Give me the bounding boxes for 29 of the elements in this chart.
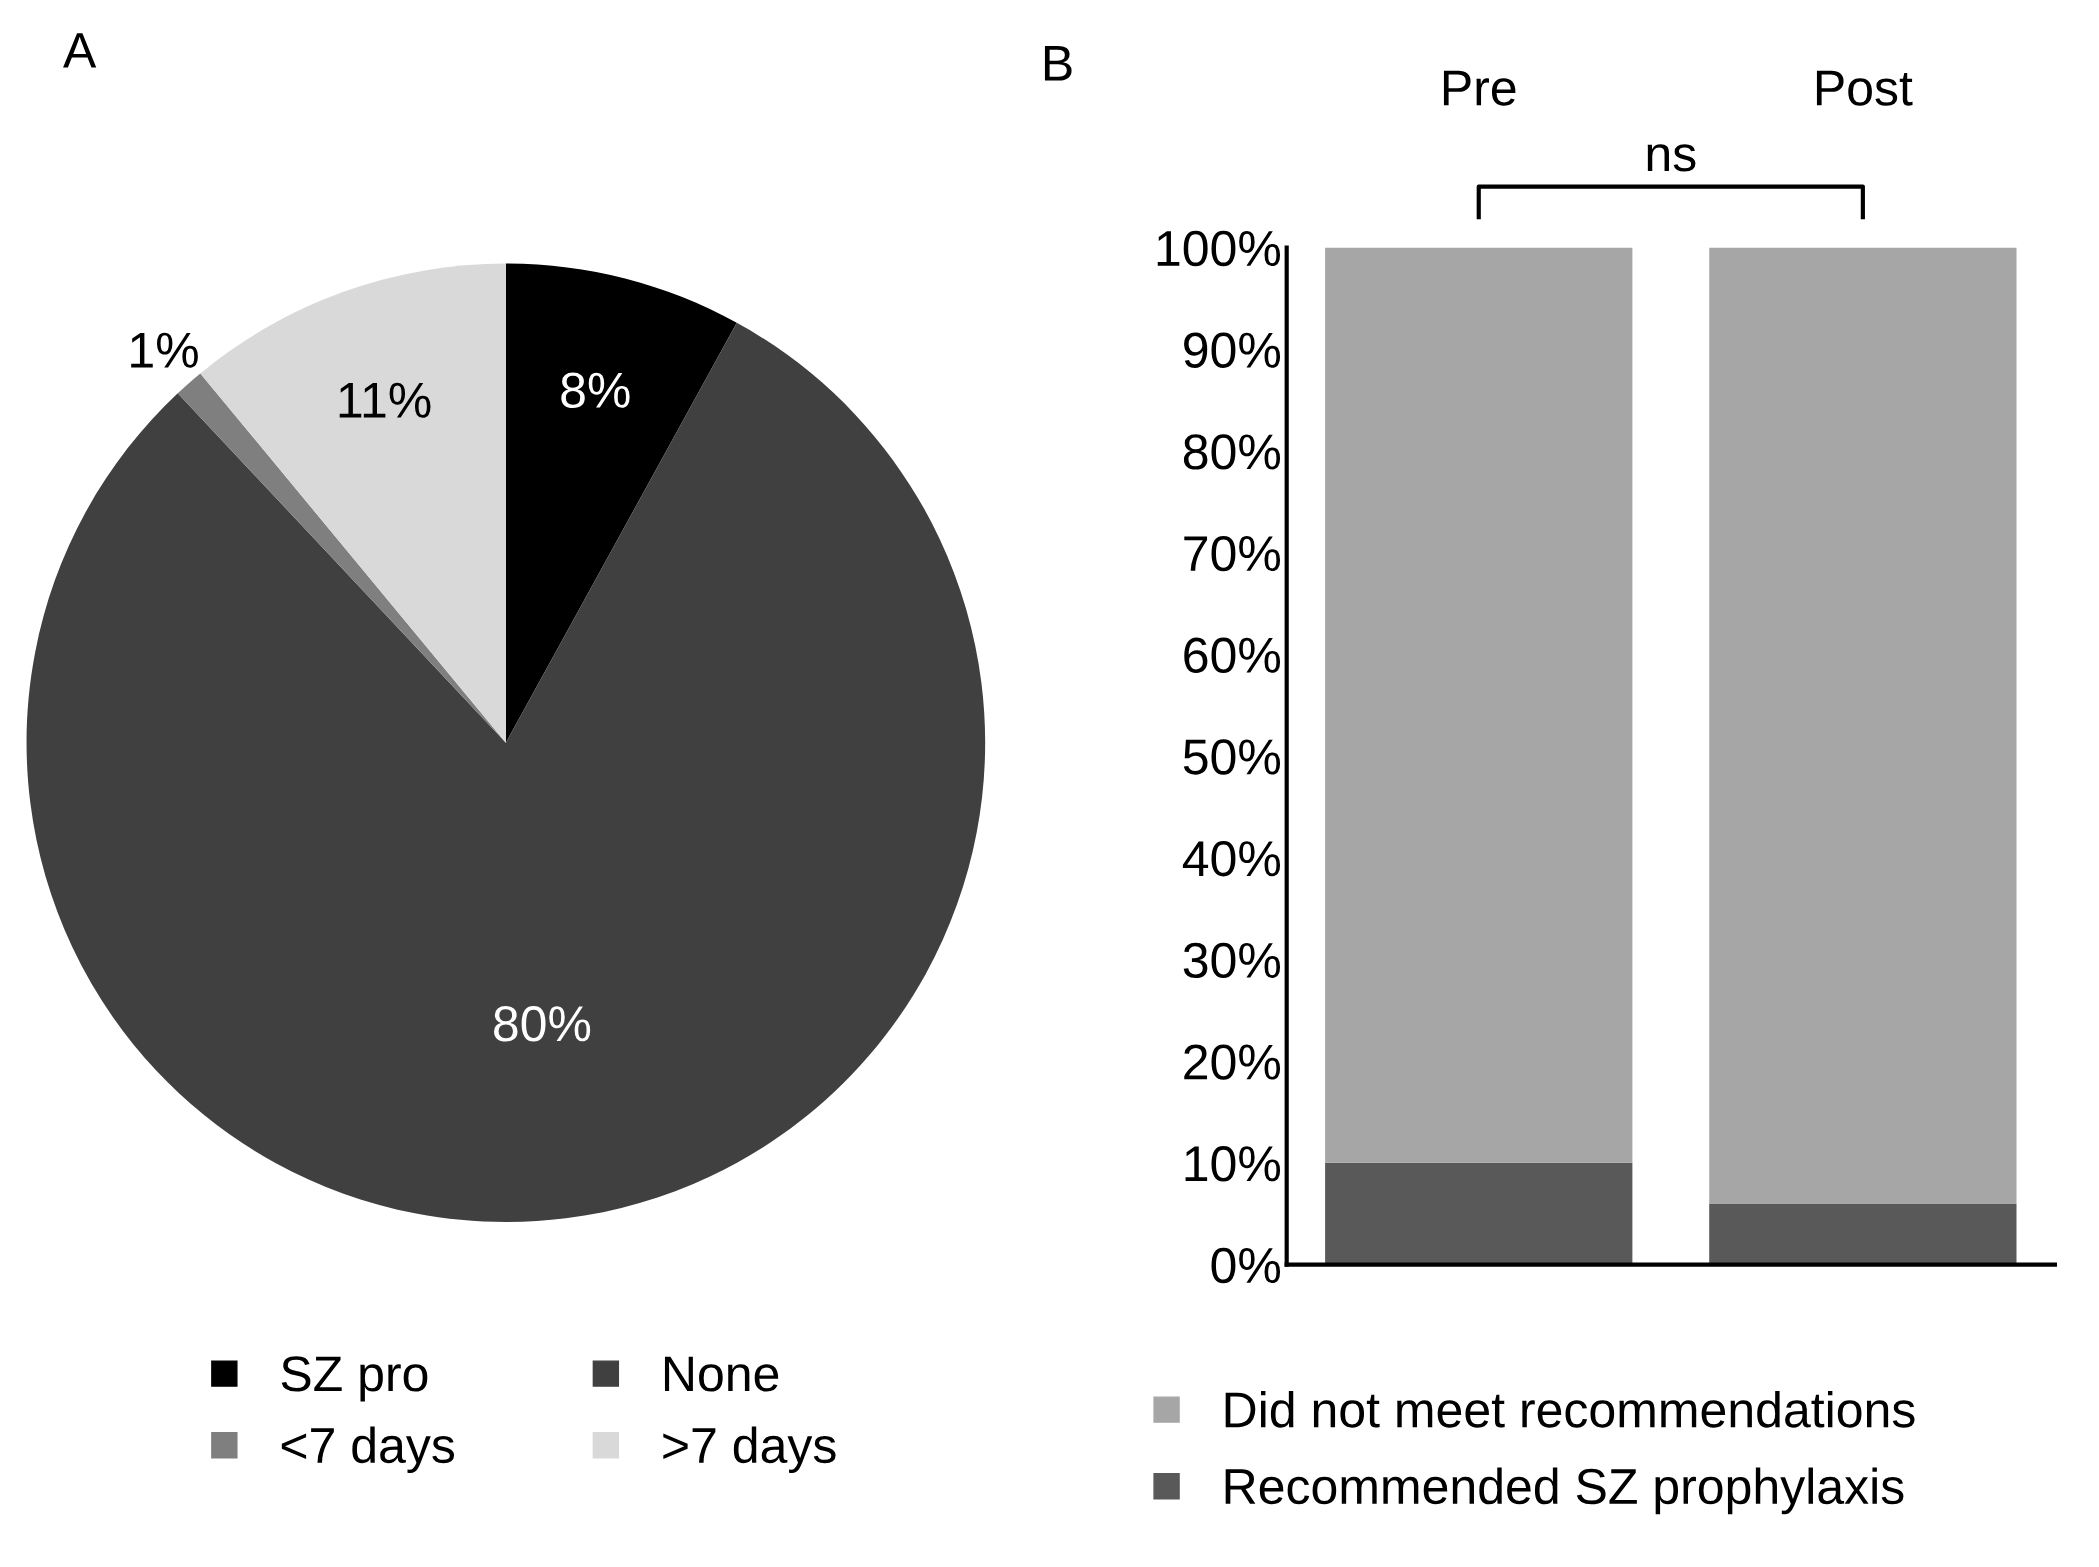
y-tick-label: 80% bbox=[1183, 434, 1281, 470]
text: ns bbox=[1647, 144, 1696, 172]
x-tick-label: Post bbox=[1816, 70, 1913, 106]
legend-label: SZ pro bbox=[281, 1356, 428, 1402]
pie-slice bbox=[200, 263, 506, 743]
data-label: 11% bbox=[339, 382, 431, 418]
data-label: 8% bbox=[561, 372, 630, 408]
y-tick-label: 40% bbox=[1182, 840, 1281, 877]
x-tick-label: Pre bbox=[1443, 70, 1516, 106]
y-tick-label: 10% bbox=[1185, 1146, 1281, 1182]
pie-slice bbox=[26, 322, 986, 1223]
y-tick-label: 70% bbox=[1184, 535, 1281, 572]
data-label: 80% bbox=[494, 1006, 591, 1042]
data-label: 1% bbox=[131, 332, 198, 368]
y-tick-label: 90% bbox=[1184, 332, 1281, 368]
legend-label: >7 days bbox=[663, 1426, 836, 1474]
y-tick-label: 100% bbox=[1157, 230, 1281, 267]
legend-label: None bbox=[664, 1356, 779, 1392]
text: B bbox=[1044, 46, 1072, 81]
y-tick-label: 50% bbox=[1183, 739, 1281, 775]
y-tick-label: 30% bbox=[1183, 942, 1281, 979]
y-tick-label: 60% bbox=[1184, 637, 1281, 673]
y-tick-label: 0% bbox=[1211, 1247, 1281, 1284]
text: A bbox=[63, 33, 97, 68]
legend-label: <7 days bbox=[281, 1426, 455, 1474]
legend-label: Did not meet recommendations bbox=[1225, 1390, 1915, 1428]
y-tick-label: 20% bbox=[1184, 1044, 1281, 1080]
pie-slice bbox=[505, 263, 737, 743]
legend-label: Recommended SZ prophylaxis bbox=[1225, 1467, 1904, 1515]
